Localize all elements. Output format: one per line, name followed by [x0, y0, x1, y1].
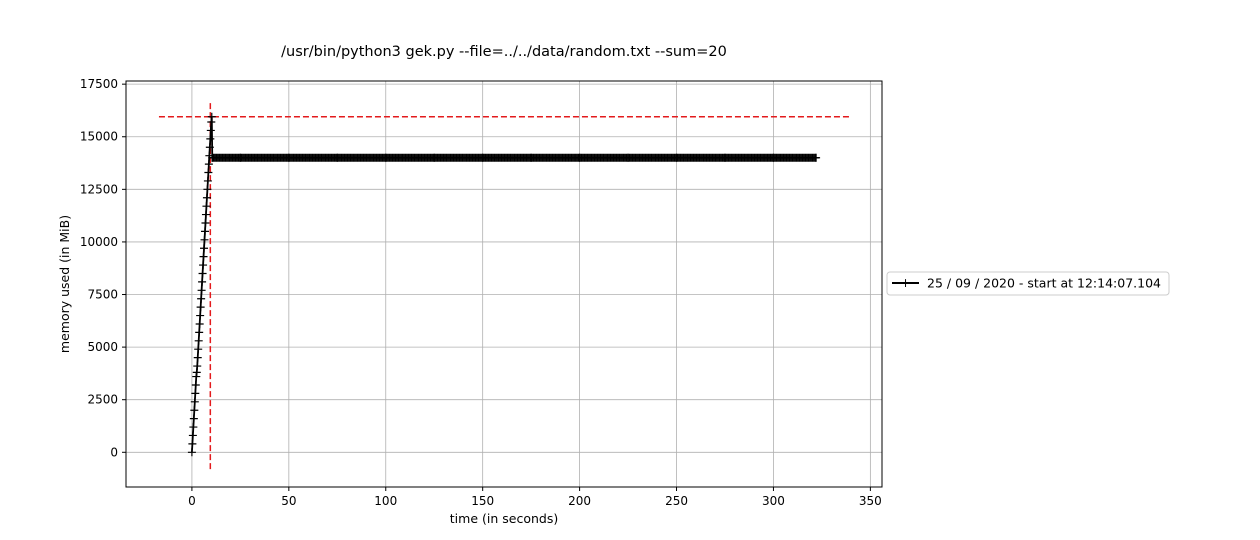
y-axis-label: memory used (in MiB): [57, 215, 72, 353]
x-tick-label: 250: [665, 494, 688, 508]
y-tick-label: 5000: [87, 340, 118, 354]
plateau-marker-band: [208, 153, 820, 162]
grid-lines: [126, 81, 882, 487]
data-point-marker: [195, 328, 204, 337]
data-point-marker: [203, 185, 212, 194]
data-point-marker: [189, 423, 198, 432]
data-point-marker: [188, 431, 197, 440]
data-point-marker: [190, 406, 199, 415]
data-point-marker: [201, 218, 210, 227]
legend-marker-sample: +: [900, 276, 910, 290]
x-tick-label: 150: [471, 494, 494, 508]
y-tick-label: 15000: [80, 130, 118, 144]
data-point-marker: [198, 269, 207, 278]
data-point-marker: [199, 261, 208, 270]
data-point-marker: [201, 210, 210, 219]
data-point-marker: [207, 112, 216, 121]
data-point-marker: [202, 202, 211, 211]
data-point-marker: [194, 345, 203, 354]
y-tick-label: 7500: [87, 288, 118, 302]
data-point-marker: [196, 311, 205, 320]
data-point-marker: [194, 336, 203, 345]
data-point-marker: [193, 353, 202, 362]
y-tick-label: 10000: [80, 235, 118, 249]
data-point-marker: [204, 168, 213, 177]
data-point-marker: [197, 286, 206, 295]
x-tick-label: 100: [374, 494, 397, 508]
data-point-marker: [191, 380, 200, 389]
plot-frame: [125, 80, 883, 488]
legend-label: 25 / 09 / 2020 - start at 12:14:07.104: [927, 276, 1161, 291]
x-tick-label: 300: [762, 494, 785, 508]
plateau-markers: [208, 153, 820, 162]
data-point-marker: [203, 176, 212, 185]
data-point-marker: [197, 294, 206, 303]
x-tick-label: 0: [188, 494, 196, 508]
data-point-marker: [193, 362, 202, 371]
x-tick-label: 50: [281, 494, 296, 508]
axes: 0 50 100 150 200 250 300 350 0 2500 5000 7500 10000 1…: [80, 77, 883, 508]
data-point-marker: [200, 227, 209, 236]
data-point-marker: [187, 448, 196, 457]
y-tick-label: 0: [110, 445, 118, 459]
data-point-marker: [195, 319, 204, 328]
data-point-marker: [205, 143, 214, 152]
x-axis-label: time (in seconds): [450, 511, 558, 526]
legend-box: [886, 271, 1170, 296]
x-tick-label: 200: [568, 494, 591, 508]
data-point-marker: [202, 193, 211, 202]
x-tick-label: 350: [859, 494, 882, 508]
data-point-marker: [206, 134, 215, 143]
data-point-marker: [191, 389, 200, 398]
y-tick-label: 17500: [80, 77, 118, 91]
reference-lines: [158, 100, 850, 470]
data-point-marker: [188, 439, 197, 448]
data-point-marker: [199, 252, 208, 261]
data-point-marker: [189, 414, 198, 423]
y-tick-label: 12500: [80, 182, 118, 196]
legend: + 25 / 09 / 2020 - start at 12:14:07.104: [886, 271, 1170, 296]
data-point-marker: [200, 235, 209, 244]
data-point-marker: [196, 303, 205, 312]
data-point-marker: [206, 126, 215, 135]
data-series: [187, 112, 821, 457]
data-point-marker: [204, 160, 213, 169]
data-point-marker: [198, 277, 207, 286]
data-point-marker: [190, 397, 199, 406]
chart-title: /usr/bin/python3 gek.py --file=../../dat…: [281, 44, 727, 60]
data-point-marker: [200, 244, 209, 253]
y-tick-label: 2500: [87, 393, 118, 407]
